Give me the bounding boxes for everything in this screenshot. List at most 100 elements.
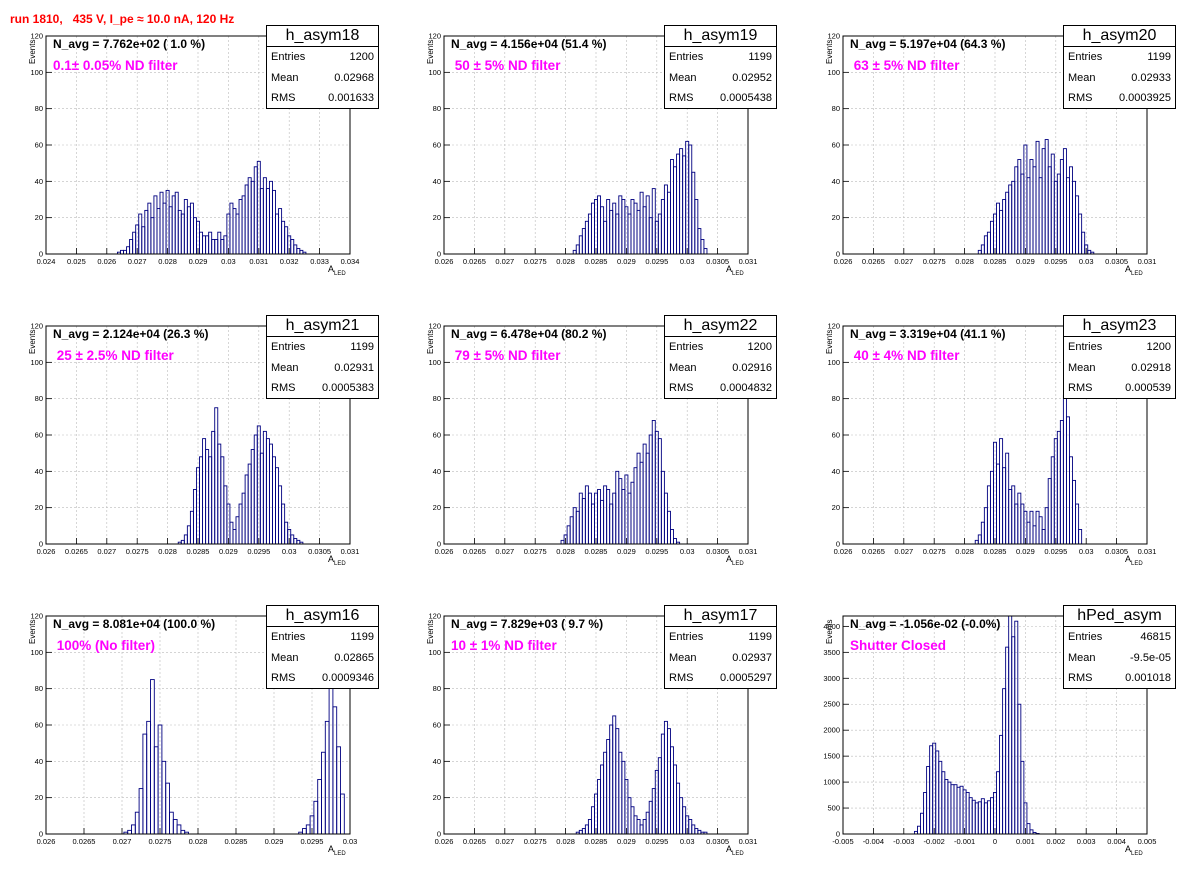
histogram-bin — [1044, 507, 1049, 545]
stat-row-entries: Entries 46815 — [1064, 627, 1175, 648]
x-tick-label: -0.003 — [893, 837, 914, 846]
y-axis-label: Events — [28, 39, 37, 64]
histogram-bin — [1050, 153, 1055, 255]
y-tick-label: 100 — [30, 648, 43, 657]
y-tick-label: 60 — [35, 721, 43, 730]
histogram-bin — [688, 819, 693, 835]
x-tick-label: 0.028 — [189, 837, 208, 846]
stat-row-rms: RMS 0.001633 — [267, 88, 378, 109]
histogram-bin — [697, 829, 702, 835]
n-avg-label: N_avg = 8.081e+04 (100.0 %) — [53, 617, 216, 631]
y-tick-label: 0 — [39, 250, 43, 259]
histogram-bin — [950, 784, 955, 835]
x-tick-label: 0.0265 — [862, 257, 885, 266]
histogram-bin — [977, 534, 982, 545]
x-tick-label: 0.0295 — [645, 837, 668, 846]
x-tick-label: 0.031 — [1138, 257, 1157, 266]
histogram-bin — [1069, 166, 1073, 255]
histogram-bin — [980, 798, 985, 835]
y-axis-label: Events — [825, 619, 834, 644]
stat-box: h_asym16 Entries 1199 Mean 0.02865 RMS 0.00093… — [266, 605, 379, 689]
histogram-bin — [645, 195, 650, 255]
histogram-bin — [153, 195, 158, 255]
histogram-bin — [1020, 503, 1025, 545]
histogram-bin — [673, 764, 678, 835]
histogram-panel-h_asym17: 0.026 0.0265 0.027 0.0275 0.028 0.0285 0.029 0.… — [398, 580, 790, 870]
histogram-bin — [217, 443, 222, 545]
histogram-bin — [1075, 195, 1080, 255]
x-tick-label: 0.026 — [97, 257, 116, 266]
stat-key-mean: Mean — [669, 71, 697, 84]
histogram-bin — [666, 191, 671, 255]
histogram-bin — [645, 811, 650, 835]
histogram-bin — [321, 751, 326, 835]
histogram-bin — [281, 503, 286, 545]
stat-box: h_asym19 Entries 1199 Mean 0.02952 RMS 0.00054… — [664, 25, 777, 109]
n-avg-label: N_avg = 2.124e+04 (26.3 %) — [53, 327, 209, 341]
x-tick-label: 0 — [993, 837, 997, 846]
histogram-bin — [262, 430, 267, 545]
histogram-bin — [968, 797, 973, 835]
histogram-bin — [590, 806, 595, 835]
histogram-bin — [630, 199, 635, 255]
histogram-bin — [165, 782, 170, 835]
histogram-plot-hPed_asym: -0.005 -0.004 -0.003 -0.002 -0.001 0 0.001 0.00… — [823, 615, 1156, 846]
histogram-bin — [142, 733, 148, 835]
histogram-bin — [1005, 191, 1010, 255]
histogram-bin — [639, 461, 644, 545]
histogram-bin — [265, 188, 270, 255]
x-tick-label: 0.0295 — [1044, 547, 1067, 556]
histogram-bin — [223, 235, 228, 255]
x-tick-label: 0.028 — [158, 547, 177, 556]
histogram-bin — [676, 153, 681, 255]
x-tick-label: -0.001 — [954, 837, 975, 846]
stat-row-mean: Mean 0.02933 — [1064, 68, 1175, 89]
histogram-bin — [621, 489, 626, 545]
y-tick-label: 100 — [30, 68, 43, 77]
x-axis-label: ALED — [328, 554, 346, 567]
histogram-bin — [1087, 249, 1092, 255]
histogram-bin — [612, 715, 617, 835]
histogram-bin — [694, 828, 699, 835]
y-tick-label: 80 — [433, 104, 441, 113]
x-tick-label: 0.0305 — [706, 547, 729, 556]
stat-value-mean: 0.02952 — [732, 71, 772, 84]
y-tick-label: 20 — [433, 213, 441, 222]
x-axis-label-sub: LED — [334, 270, 346, 277]
histogram-bin — [123, 249, 128, 255]
histogram-bin — [253, 434, 258, 545]
x-tick-label: 0.028 — [556, 837, 575, 846]
x-tick-label: 0.026 — [435, 837, 454, 846]
histogram-bin — [920, 812, 925, 835]
histogram-bin — [172, 819, 178, 835]
histogram-bin — [259, 452, 264, 545]
histogram-bin — [235, 516, 240, 545]
stat-value-mean: 0.02933 — [1131, 71, 1171, 84]
filter-label: 0.1± 0.05% ND filter — [53, 58, 178, 73]
histogram-bin — [633, 815, 638, 835]
x-tick-label: 0.029 — [617, 257, 636, 266]
histogram-bin — [606, 739, 611, 835]
histogram-bin — [275, 213, 280, 255]
x-tick-label: 0.0295 — [645, 547, 668, 556]
x-tick-label: 0.026 — [37, 837, 56, 846]
histogram-bin — [126, 246, 131, 255]
histogram-bin — [560, 539, 565, 545]
y-tick-label: 0 — [39, 540, 43, 549]
histogram-bin — [627, 492, 632, 545]
y-tick-label: 100 — [827, 68, 840, 77]
histogram-bin — [199, 456, 204, 545]
stat-key-rms: RMS — [271, 92, 296, 104]
histogram-bin — [983, 235, 988, 255]
histogram-bin — [223, 485, 228, 545]
histogram-bin — [208, 456, 213, 545]
histogram-bin — [1005, 452, 1010, 545]
y-tick-label: 80 — [433, 394, 441, 403]
y-tick-label: 120 — [428, 322, 441, 331]
histogram-bin — [989, 797, 994, 835]
histogram-name: h_asym21 — [267, 316, 378, 337]
x-tick-label: 0.029 — [265, 837, 284, 846]
x-axis-label-sub: LED — [732, 850, 744, 857]
x-axis-label-main: A — [328, 264, 335, 274]
histogram-bin — [174, 191, 179, 255]
